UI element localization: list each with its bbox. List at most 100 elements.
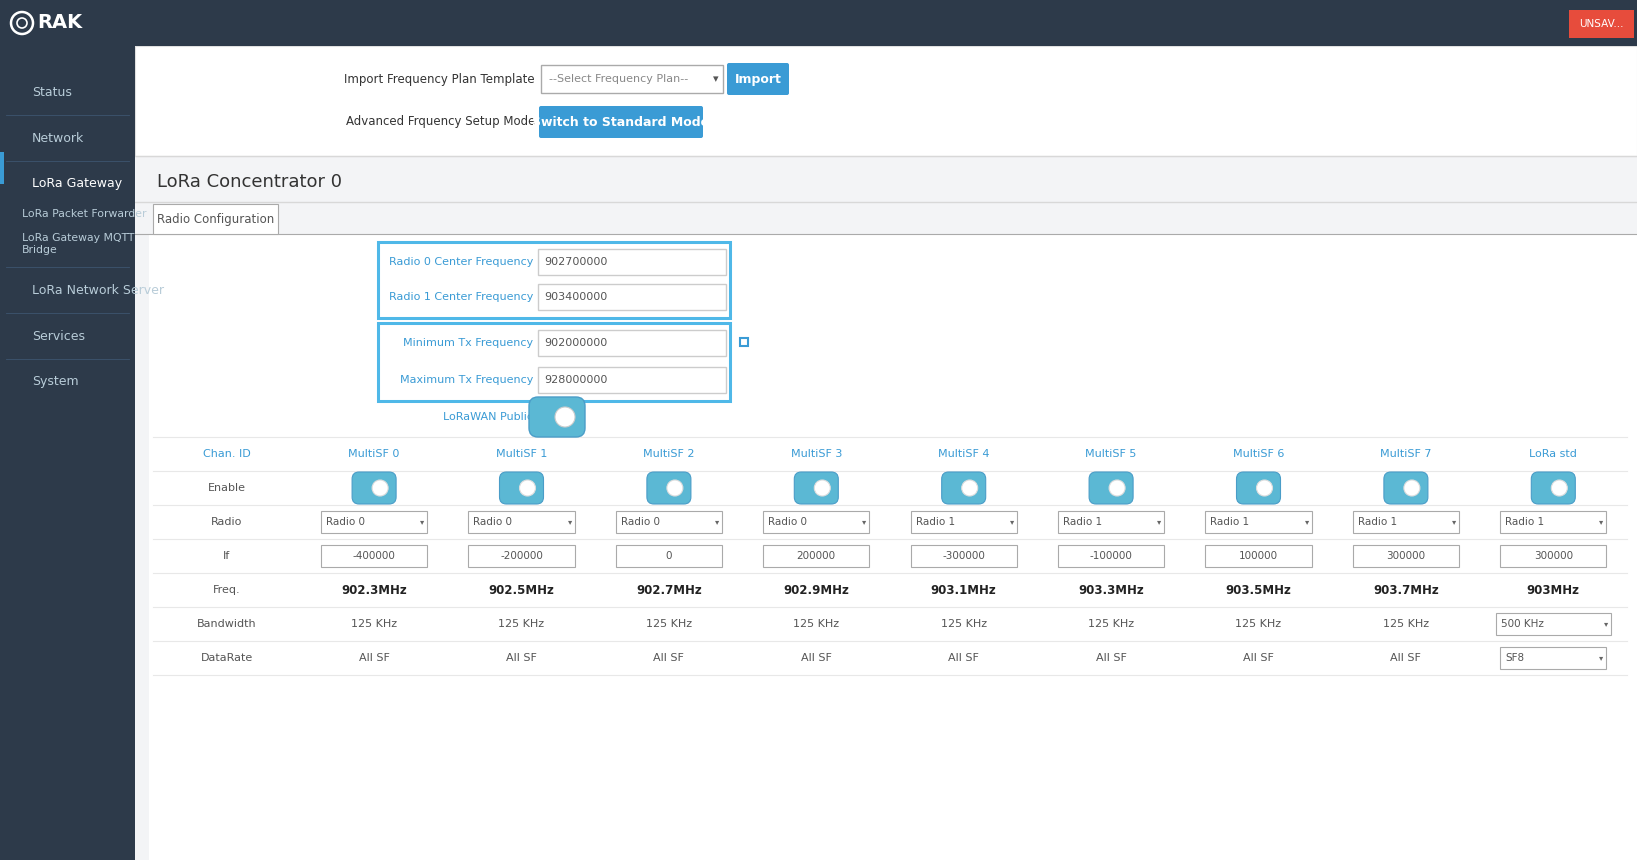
Text: RAK: RAK [38,14,82,33]
Circle shape [1405,480,1419,496]
Text: MultiSF 0: MultiSF 0 [349,449,399,459]
Text: Import Frequency Plan Template: Import Frequency Plan Template [344,72,535,85]
Text: Radio 0: Radio 0 [473,517,512,527]
Text: ▾: ▾ [568,518,571,526]
Text: -300000: -300000 [943,551,985,561]
FancyBboxPatch shape [941,472,985,504]
Text: Freq.: Freq. [213,585,241,595]
Bar [378,242,730,318]
Text: LoRa Gateway: LoRa Gateway [33,177,123,191]
Text: Radio 1 Center Frequency: Radio 1 Center Frequency [388,292,534,302]
Text: All SF: All SF [800,653,832,663]
Text: Services: Services [33,329,85,342]
Text: SF8: SF8 [1506,653,1524,663]
Text: All SF: All SF [359,653,390,663]
FancyBboxPatch shape [1383,472,1427,504]
Text: MultiSF 7: MultiSF 7 [1380,449,1432,459]
Bar [134,46,1637,156]
Text: ▾: ▾ [1157,518,1161,526]
Bar [378,323,730,401]
Bar [763,545,869,567]
Bar [1499,647,1606,669]
FancyBboxPatch shape [529,397,584,437]
Bar [321,511,427,533]
Text: All SF: All SF [1390,653,1421,663]
Text: ▾: ▾ [1599,654,1604,662]
Bar [1499,511,1606,533]
Text: ▾: ▾ [715,518,719,526]
Text: Enable: Enable [208,483,246,493]
Text: ▾: ▾ [1604,619,1608,629]
Circle shape [961,480,977,496]
Text: All SF: All SF [948,653,979,663]
Text: 125 KHz: 125 KHz [1383,619,1429,629]
Text: Radio 1: Radio 1 [1506,517,1544,527]
Text: 903400000: 903400000 [543,292,607,302]
Bar [0,46,134,860]
FancyBboxPatch shape [647,472,691,504]
Text: Radio 0: Radio 0 [768,517,807,527]
Bar [152,539,1627,573]
Circle shape [1257,480,1272,496]
Text: 902.7MHz: 902.7MHz [637,583,702,597]
Text: Switch to Standard Mode: Switch to Standard Mode [532,115,709,128]
Bar [1205,511,1311,533]
Text: All SF: All SF [1242,653,1274,663]
Bar [152,437,1627,471]
Text: LoRa Packet Forwarder: LoRa Packet Forwarder [21,209,146,219]
Text: ▾: ▾ [1010,518,1013,526]
Text: Radio 1: Radio 1 [1062,517,1102,527]
Text: --Select Frequency Plan--: --Select Frequency Plan-- [548,74,688,84]
Text: Advanced Frquency Setup Mode: Advanced Frquency Setup Mode [345,115,535,128]
Circle shape [555,407,575,427]
Text: Network: Network [33,132,83,144]
Bar [149,234,1637,860]
Text: 902000000: 902000000 [543,338,607,348]
Bar [1352,511,1459,533]
Bar [910,545,1017,567]
Text: Radio 0 Center Frequency: Radio 0 Center Frequency [388,257,534,267]
Text: Import: Import [735,72,781,85]
Text: 903.3MHz: 903.3MHz [1079,583,1144,597]
Text: 125 KHz: 125 KHz [1089,619,1134,629]
FancyBboxPatch shape [499,472,543,504]
Bar [152,471,1627,505]
FancyBboxPatch shape [539,106,702,138]
Text: ▾: ▾ [1452,518,1457,526]
Bar [763,511,869,533]
Bar [152,607,1627,641]
Text: Radio 1: Radio 1 [1357,517,1396,527]
Text: MultiSF 4: MultiSF 4 [938,449,989,459]
Text: 902700000: 902700000 [543,257,607,267]
Text: Radio 0: Radio 0 [620,517,660,527]
Text: 903.5MHz: 903.5MHz [1226,583,1292,597]
Text: LoRa Gateway MQTT
Bridge: LoRa Gateway MQTT Bridge [21,233,134,255]
Text: UNSAV...: UNSAV... [1578,19,1624,29]
Text: Radio Configuration: Radio Configuration [157,212,273,225]
Text: 125 KHz: 125 KHz [350,619,398,629]
Text: 903.1MHz: 903.1MHz [931,583,997,597]
Circle shape [666,480,683,496]
Text: MultiSF 5: MultiSF 5 [1085,449,1136,459]
Text: 300000: 300000 [1534,551,1573,561]
Bar [1205,545,1311,567]
Text: 903.7MHz: 903.7MHz [1373,583,1439,597]
FancyBboxPatch shape [1236,472,1280,504]
Text: 125 KHz: 125 KHz [941,619,987,629]
Bar [0,152,3,184]
Text: 0: 0 [666,551,673,561]
Bar [321,545,427,567]
Bar [539,284,725,310]
Text: Radio 1: Radio 1 [915,517,954,527]
Text: Radio 1: Radio 1 [1210,517,1249,527]
Bar [616,511,722,533]
FancyBboxPatch shape [1531,472,1575,504]
Bar [152,204,278,234]
Text: -100000: -100000 [1090,551,1133,561]
Text: 125 KHz: 125 KHz [498,619,545,629]
Text: MultiSF 1: MultiSF 1 [496,449,547,459]
Text: Radio 0: Radio 0 [326,517,365,527]
Bar [1496,613,1611,635]
Text: Bandwidth: Bandwidth [196,619,257,629]
Bar [468,545,575,567]
